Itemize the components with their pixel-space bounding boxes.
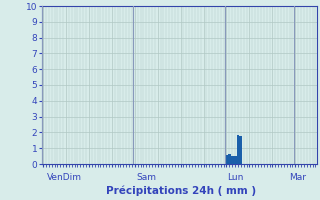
- Bar: [239, 136, 242, 164]
- Bar: [228, 154, 231, 164]
- Bar: [236, 135, 239, 164]
- Text: Mar: Mar: [289, 173, 306, 182]
- Bar: [225, 155, 228, 164]
- Bar: [234, 156, 236, 164]
- Text: VenDim: VenDim: [47, 173, 82, 182]
- Text: Sam: Sam: [137, 173, 156, 182]
- Text: Lun: Lun: [228, 173, 244, 182]
- Text: Précipitations 24h ( mm ): Précipitations 24h ( mm ): [106, 186, 256, 196]
- Bar: [231, 156, 234, 164]
